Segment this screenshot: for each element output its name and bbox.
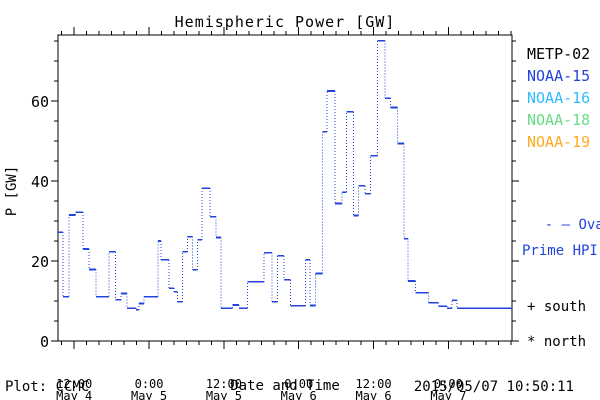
line-style-sample: - — <box>544 217 571 233</box>
legend-item-noaa15: NOAA-15 <box>527 67 591 85</box>
x-axis-label: Date and Time <box>230 378 340 394</box>
x-tick-label: 12:00 May 5 <box>205 377 242 400</box>
chart-title: Hemispheric Power [GW] <box>174 13 396 31</box>
x-tick-label: 12:00 May 6 <box>355 377 392 400</box>
y-axis-label: P [GW] <box>4 165 20 217</box>
y-tick-label: 60 <box>30 93 49 111</box>
y-tick-label: 20 <box>30 253 49 271</box>
x-tick-label: 0:00 May 5 <box>130 377 168 400</box>
legend-item-noaa16: NOAA-16 <box>527 89 591 107</box>
x-tick-label: 12:00 May 4 <box>56 377 93 400</box>
y-tick-label: 40 <box>30 173 49 191</box>
legend-marker-north: * north <box>527 334 587 350</box>
y-tick-label: 0 <box>39 333 49 351</box>
x-tick-label: 0:00 May 7 <box>430 377 467 400</box>
legend-marker-south: + south <box>527 299 587 315</box>
legend-item-noaa18: NOAA-18 <box>527 111 591 129</box>
legend-ovation-prime-hpi: - — Ovation Prime HPI <box>522 217 600 259</box>
footer-plot-source: Plot: CCMC <box>5 379 90 395</box>
legend-item-metp02: METP-02 <box>527 45 591 63</box>
x-tick-label: 0:00 May 6 <box>280 377 317 400</box>
footer-timestamp: 2015/05/07 10:50:11 <box>413 379 574 395</box>
legend-item-noaa19: NOAA-19 <box>527 133 591 151</box>
